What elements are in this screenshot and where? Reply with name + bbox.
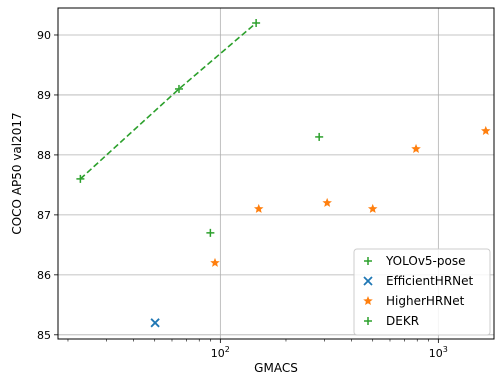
legend-marker-efficienthrnet [363, 276, 373, 286]
grid-lines [58, 8, 494, 339]
y-tick-label: 88 [37, 149, 51, 162]
y-axis-label: COCO AP50 val2017 [10, 112, 24, 234]
data-point-higherhrnet [253, 203, 264, 213]
y-tick-label: 85 [37, 329, 51, 342]
data-point-yolov5-pose [174, 84, 183, 93]
data-point-yolov5-pose [76, 174, 85, 183]
plot-area-frame [57, 7, 495, 340]
y-tick-label: 86 [37, 269, 51, 282]
data-point-higherhrnet [367, 203, 378, 213]
x-tick-label: 102 [211, 345, 230, 360]
y-tick-label: 90 [37, 29, 51, 42]
data-point-higherhrnet [411, 143, 421, 153]
y-tick-label: 89 [37, 89, 51, 102]
legend-marker-yolov5-pose [364, 257, 372, 265]
legend-marker-dekr [364, 317, 372, 325]
series-higherhrnet [210, 125, 491, 267]
data-point-higherhrnet [322, 197, 332, 207]
series-yolov5-pose [76, 18, 261, 183]
legend-marker-higherhrnet [363, 296, 373, 306]
series-dekr [206, 132, 324, 237]
data-series [76, 18, 491, 328]
legend-label-yolov5-pose: YOLOv5-pose [385, 254, 465, 268]
x-tick-label: 103 [429, 345, 448, 360]
data-point-dekr [315, 132, 324, 141]
data-point-yolov5-pose [252, 18, 261, 27]
series-efficienthrnet [150, 318, 160, 328]
legend-box [353, 248, 491, 336]
data-point-efficienthrnet [150, 318, 160, 328]
y-tick-label: 87 [37, 209, 51, 222]
data-point-dekr [206, 228, 215, 237]
data-point-higherhrnet [210, 257, 220, 267]
legend-label-higherhrnet: HigherHRNet [386, 294, 465, 308]
data-point-higherhrnet [481, 125, 491, 135]
legend-label-dekr: DEKR [386, 314, 419, 328]
axes: 85 86 87 88 89 90 102 103 [37, 29, 448, 360]
legend-label-efficienthrnet: EfficientHRNet [386, 274, 474, 288]
legend: YOLOv5-pose EfficientHRNet HigherHRNet DEKR [353, 248, 491, 336]
x-axis-label: GMACS [254, 361, 298, 375]
series-line-yolov5-pose [79, 22, 257, 180]
